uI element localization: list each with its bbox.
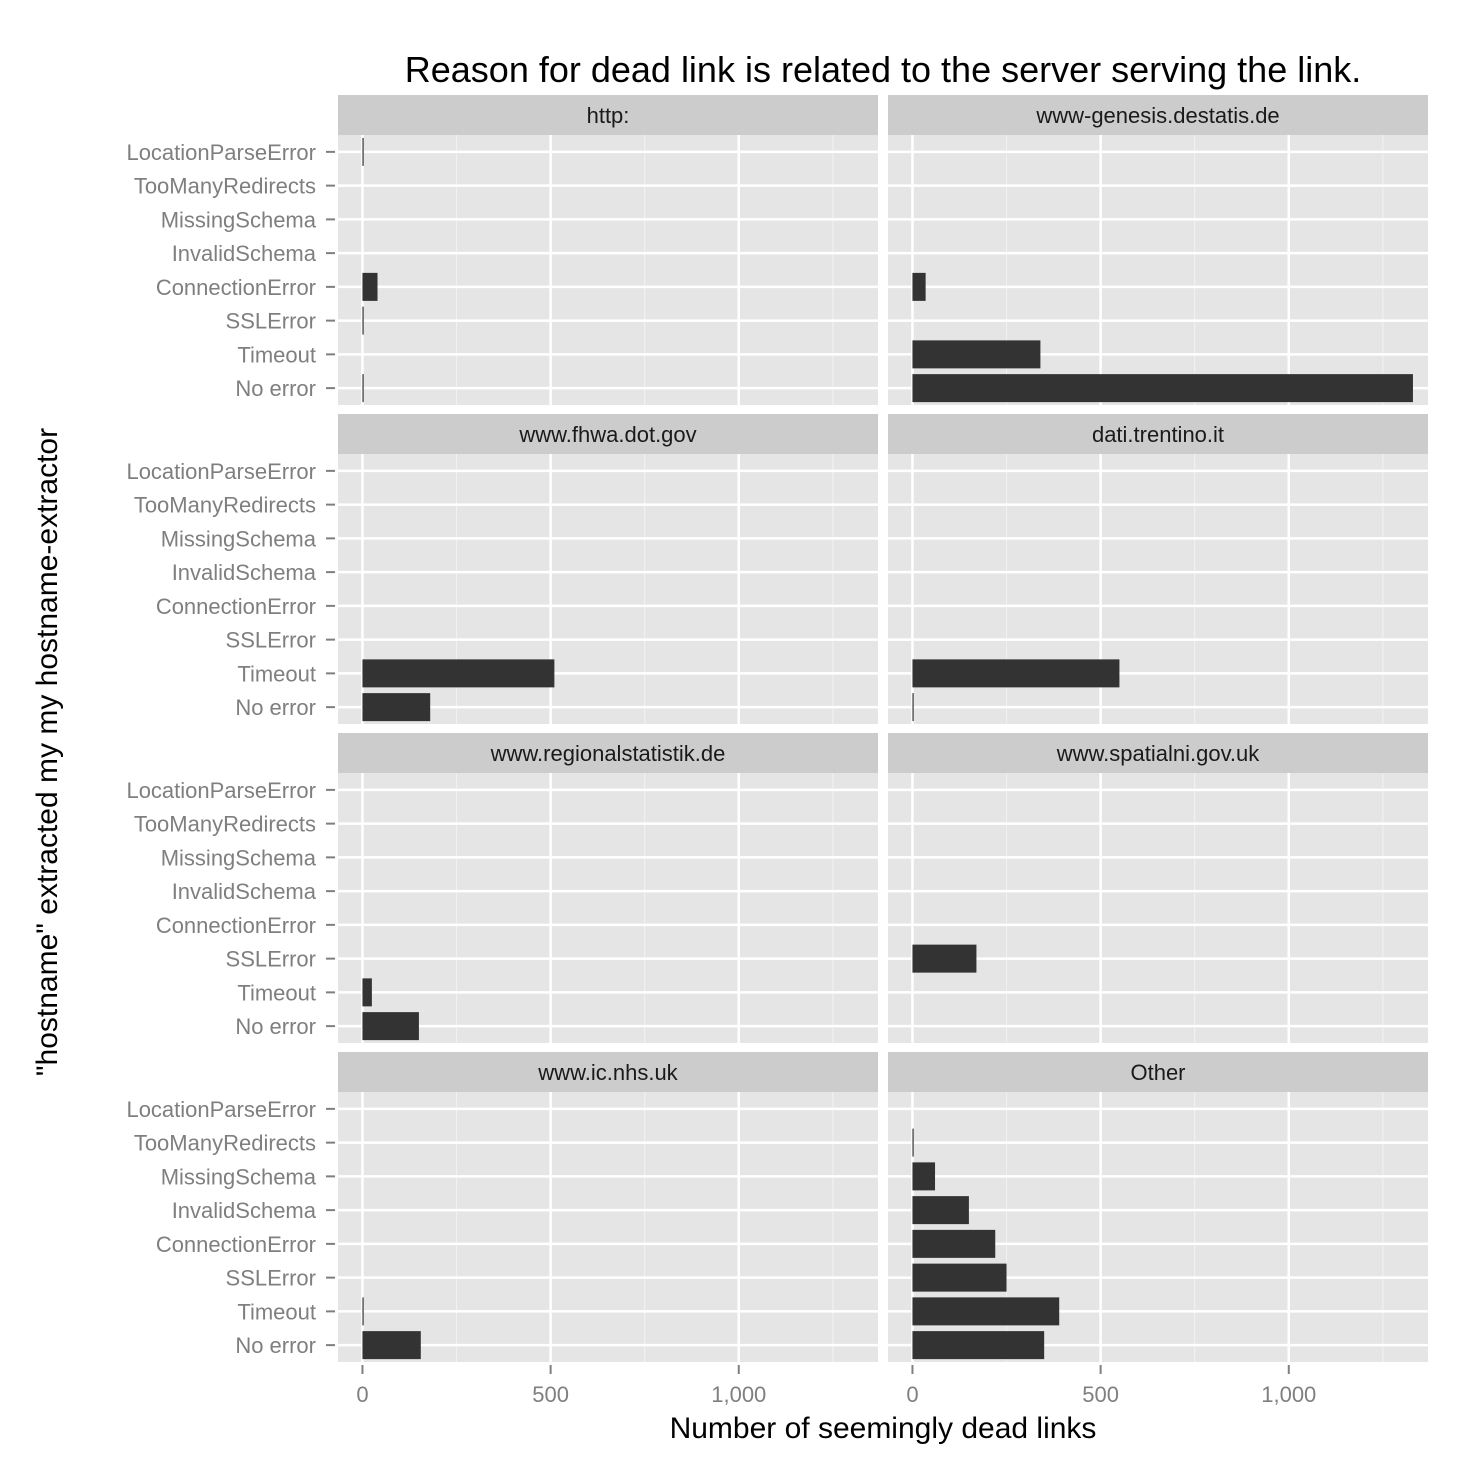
facet-panel: Other 0 500 1,000 [888,1052,1428,1407]
x-tick-label: 1,000 [711,1382,766,1407]
bar [912,340,1041,369]
x-tick-label: 0 [356,1382,368,1407]
bar [362,1297,364,1326]
panel-background [338,773,878,1043]
y-tick-label: TooManyRedirects [134,1131,316,1156]
facet-strip-label: Other [1130,1060,1185,1085]
bar [912,1196,969,1225]
y-tick-label: Timeout [237,980,316,1005]
y-tick-label: InvalidSchema [172,879,317,904]
facet-strip-label: www.regionalstatistik.de [490,741,726,766]
facet-panel: www.fhwa.dot.gov LocationParseError TooMan… [126,414,878,724]
facet-strip [888,95,1428,135]
y-tick-label: Timeout [237,1299,316,1324]
facet-strip-label: www.ic.nhs.uk [537,1060,678,1085]
y-tick-label: ConnectionError [156,913,316,938]
x-axis-title: Number of seemingly dead links [670,1412,1097,1445]
y-tick-label: MissingSchema [161,207,317,232]
facet-strip [888,1052,1428,1092]
facet-strip-label: www.fhwa.dot.gov [518,422,696,447]
facet-strip-label: www.spatialni.gov.uk [1056,741,1261,766]
facet-strip [338,414,878,454]
facet-panel: www.spatialni.gov.uk [888,733,1428,1043]
bar [912,1297,1060,1326]
facet-strip-label: dati.trentino.it [1092,422,1224,447]
y-tick-label: Timeout [237,661,316,686]
bar [912,374,1413,403]
y-tick-label: No error [235,1333,316,1358]
bar [912,659,1120,688]
facet-strip-label: http: [587,103,630,128]
facet-panel: www-genesis.destatis.de [888,95,1428,405]
bar [362,1331,421,1360]
y-tick-label: LocationParseError [126,1097,316,1122]
bar [912,1128,914,1157]
y-tick-label: ConnectionError [156,594,316,619]
bar [362,978,372,1007]
panel-background [888,773,1428,1043]
y-tick-label: InvalidSchema [172,560,317,585]
panel-background [338,135,878,405]
facet-panels: http: LocationParseError TooManyRedirects M… [126,95,1428,1407]
facet-panel: www.ic.nhs.uk LocationParseError TooManyRe… [126,1052,878,1407]
bar [362,1012,419,1041]
panel-background [338,1092,878,1362]
y-tick-label: SSLError [226,309,316,334]
y-tick-label: Timeout [237,342,316,367]
facet-strip [888,733,1428,773]
y-tick-label: No error [235,695,316,720]
y-tick-label: LocationParseError [126,459,316,484]
x-tick-label: 500 [532,1382,569,1407]
facet-strip [338,95,878,135]
bar [912,1162,936,1191]
y-tick-label: No error [235,376,316,401]
bar [362,272,378,301]
facet-strip [338,1052,878,1092]
y-tick-label: ConnectionError [156,1232,316,1257]
bar [912,272,926,301]
x-tick-label: 0 [906,1382,918,1407]
y-tick-label: SSLError [226,628,316,653]
facet-strip [888,414,1428,454]
y-tick-label: InvalidSchema [172,1198,317,1223]
bar [912,693,914,722]
y-tick-label: MissingSchema [161,1164,317,1189]
y-tick-label: TooManyRedirects [134,493,316,518]
y-tick-label: LocationParseError [126,140,316,165]
bar [362,374,364,403]
y-tick-label: No error [235,1014,316,1039]
bar [362,659,555,688]
bar [912,1331,1045,1360]
x-tick-label: 500 [1082,1382,1119,1407]
x-tick-label: 1,000 [1261,1382,1316,1407]
y-tick-label: SSLError [226,1266,316,1291]
bar [362,137,364,166]
y-tick-label: MissingSchema [161,845,317,870]
facet-strip [338,733,878,773]
y-tick-label: TooManyRedirects [134,174,316,199]
facet-panel: http: LocationParseError TooManyRedirects M… [126,95,878,405]
bar [362,306,364,335]
bar [912,1229,996,1258]
facet-strip-label: www-genesis.destatis.de [1035,103,1279,128]
facet-panel: www.regionalstatistik.de LocationParseErr… [126,733,878,1043]
y-tick-label: SSLError [226,947,316,972]
y-tick-label: TooManyRedirects [134,812,316,837]
y-tick-label: ConnectionError [156,275,316,300]
y-tick-label: InvalidSchema [172,241,317,266]
y-axis-title: "hostname" extracted my my hostname-extr… [31,428,64,1076]
facet-panel: dati.trentino.it [888,414,1428,724]
bar [912,944,977,973]
chart-title: Reason for dead link is related to the s… [405,49,1362,90]
y-tick-label: MissingSchema [161,526,317,551]
bar [912,1263,1007,1292]
bar [362,693,431,722]
y-tick-label: LocationParseError [126,778,316,803]
